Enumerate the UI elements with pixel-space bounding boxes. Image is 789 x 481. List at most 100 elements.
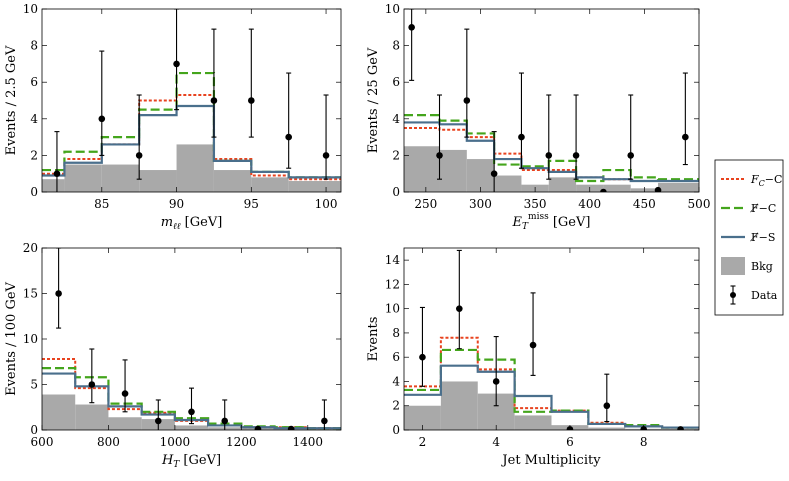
panel-met: 250 300 350 400 450 500 0 2 4 6 8 10 ETmiss [GeV] Eve… xyxy=(366,2,710,232)
x-tick-label: 85 xyxy=(94,197,109,211)
x-tick-label: 90 xyxy=(169,197,184,211)
data-point xyxy=(55,290,62,297)
y-axis-label: Events / 25 GeV xyxy=(366,47,381,153)
x-tick-label: 95 xyxy=(244,197,259,211)
data-point xyxy=(545,152,553,159)
data-point xyxy=(490,170,498,177)
y-tick-label: 2 xyxy=(30,148,38,162)
plot-frame xyxy=(41,8,342,193)
data-point xyxy=(518,133,525,141)
bkg-bar xyxy=(139,170,177,192)
x-tick-label: 800 xyxy=(97,435,120,449)
bkg-bar xyxy=(548,177,577,192)
x-tick-label: 2 xyxy=(419,435,427,449)
bkg-bar xyxy=(658,182,699,192)
data-point xyxy=(135,152,143,159)
y-axis-label: Events xyxy=(366,317,381,362)
bkg-bar xyxy=(326,181,341,192)
y-tick-label: 10 xyxy=(23,332,38,346)
data-point xyxy=(677,426,684,430)
bkg-bar xyxy=(514,415,552,430)
data-point xyxy=(456,305,463,312)
y-tick-label: 8 xyxy=(392,39,400,53)
y-tick-label: 10 xyxy=(385,2,400,16)
bkg-bar xyxy=(42,394,76,430)
y-tick-label: 6 xyxy=(392,350,400,364)
y-tick-label: 0 xyxy=(30,423,38,437)
bkg-bar xyxy=(75,404,109,430)
bkg-bar xyxy=(494,175,522,192)
legend-item-f-c: F̸−C xyxy=(721,202,776,215)
data-point xyxy=(210,97,218,104)
legend-label: FC−C xyxy=(750,173,782,188)
legend: FC−C F̸−C F̸−S Bkg Data xyxy=(714,159,784,316)
data-point xyxy=(408,24,415,31)
y-tick-label: 14 xyxy=(385,253,401,267)
panel-ht: 600 800 1000 1200 1400 0 5 10 15 20 HT [GeV] Events… xyxy=(4,241,342,470)
data-point xyxy=(492,378,500,385)
data-point xyxy=(254,425,262,430)
y-tick-label: 2 xyxy=(392,148,400,162)
x-tick-label: 1400 xyxy=(293,435,324,449)
data-point xyxy=(98,115,106,123)
data-point xyxy=(121,390,129,397)
y-tick-label: 15 xyxy=(23,287,38,301)
x-axis-label: ETmiss [GeV] xyxy=(512,212,591,232)
plot-frame xyxy=(403,8,700,193)
data-point xyxy=(682,133,689,141)
series-f-s-line xyxy=(42,372,341,430)
data-point xyxy=(572,152,580,159)
data-point xyxy=(188,408,195,416)
y-tick-label: 8 xyxy=(392,326,400,340)
x-axis-label: HT [GeV] xyxy=(161,453,221,470)
y-axis-label: Events / 2.5 GeV xyxy=(4,45,19,155)
data-point xyxy=(88,381,96,388)
legend-item-f-s: F̸−S xyxy=(721,231,775,244)
data-point xyxy=(627,152,635,159)
bkg-bar xyxy=(174,425,209,430)
data-point xyxy=(603,402,611,410)
x-tick-label: 1000 xyxy=(160,435,191,449)
panel-njet: 2 4 6 8 0 2 4 6 8 10 12 14 Jet Multiplicity Events xyxy=(366,247,700,468)
bkg-bar xyxy=(176,144,214,192)
y-tick-label: 10 xyxy=(385,302,400,316)
bkg-bar xyxy=(251,177,289,192)
bkg-bar xyxy=(588,427,626,430)
x-axis-label: mℓℓ [GeV] xyxy=(161,215,223,232)
data-point xyxy=(287,425,295,430)
data-point xyxy=(322,152,330,159)
x-tick-label: 8 xyxy=(640,435,648,449)
legend-item-bkg: Bkg xyxy=(721,257,773,275)
plot-frame xyxy=(403,247,700,431)
plot-area xyxy=(42,9,341,192)
plot-area xyxy=(42,248,341,430)
x-tick-label: 450 xyxy=(633,197,656,211)
y-tick-label: 0 xyxy=(30,185,38,199)
bkg-bar xyxy=(439,149,467,192)
plot-area xyxy=(404,9,699,192)
y-axis-label: Events / 100 GeV xyxy=(4,281,19,395)
legend-swatch xyxy=(721,257,745,275)
data-point xyxy=(53,170,61,177)
y-tick-label: 0 xyxy=(392,185,400,199)
x-tick-label: 600 xyxy=(31,435,54,449)
data-point xyxy=(529,341,537,349)
y-tick-label: 12 xyxy=(385,277,400,291)
y-tick-label: 20 xyxy=(23,241,38,255)
plot-area xyxy=(404,249,699,430)
data-point xyxy=(463,97,471,104)
data-point xyxy=(154,417,162,425)
data-point xyxy=(321,417,328,425)
bkg-bar xyxy=(213,170,252,192)
data-point xyxy=(436,152,443,159)
y-tick-label: 6 xyxy=(30,75,38,89)
y-tick-label: 4 xyxy=(30,112,38,126)
x-tick-label: 300 xyxy=(469,197,492,211)
data-point xyxy=(248,97,255,104)
y-tick-label: 4 xyxy=(392,112,400,126)
x-tick-label: 250 xyxy=(414,197,437,211)
data-point xyxy=(221,417,229,425)
x-tick-label: 4 xyxy=(492,435,500,449)
bkg-bar xyxy=(108,417,142,430)
